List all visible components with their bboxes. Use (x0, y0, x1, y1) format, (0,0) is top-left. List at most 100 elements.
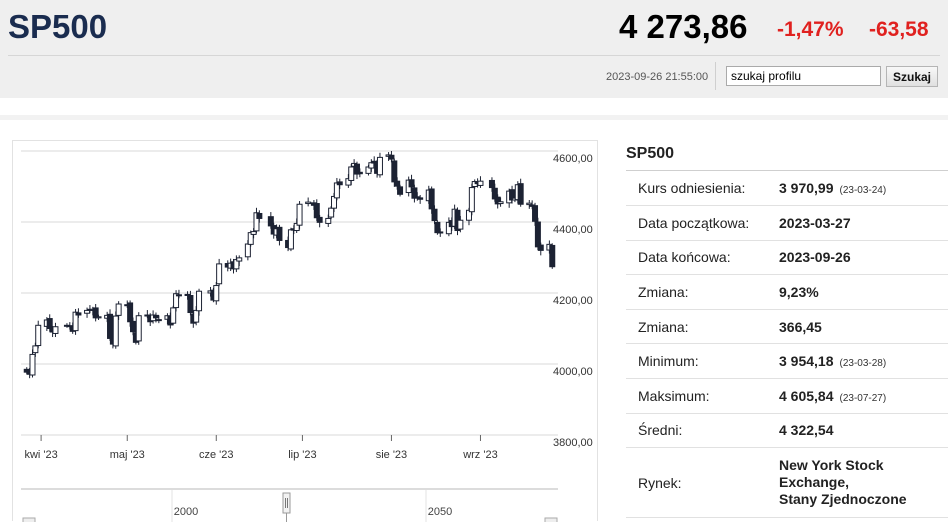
candle-body (52, 326, 59, 334)
stats-label: Rynek: (626, 447, 779, 519)
candle-body (549, 244, 556, 268)
quote-header: SP500 4 273,86 -1,47% -63,58 2023-09-26 … (0, 0, 948, 98)
candle-body (216, 263, 223, 285)
market-value: New York Stock Exchange, Stany Zjednoczone (779, 447, 948, 519)
candlestick-chart[interactable]: 3800,00 4000,00 4200,00 4400,00 4600,00 kwi '… (13, 141, 599, 522)
candle-body (336, 181, 343, 186)
candle-body (256, 212, 263, 219)
candle-body (236, 257, 243, 262)
navigator-tick-label: 2050 (428, 506, 452, 518)
stats-value-cell: 3 970,99 (23-03-24) (779, 171, 948, 207)
candle-body (394, 180, 401, 187)
stats-value: 4 605,84 (779, 387, 834, 404)
candle-body (391, 160, 398, 183)
stats-row: Średni: 4 322,54 (626, 413, 948, 449)
profile-search-input[interactable] (726, 66, 881, 86)
candle-body (534, 221, 541, 248)
search-button[interactable]: Szukaj (886, 66, 938, 87)
stats-value: 2023-03-27 (779, 214, 851, 231)
candle-body (376, 156, 383, 176)
candle-body (29, 353, 36, 376)
candle-body (328, 207, 335, 218)
navigator-tick-label: 2000 (174, 506, 198, 518)
stats-value-date: (23-03-28) (839, 358, 887, 370)
stats-label: Zmiana: (626, 309, 779, 345)
stats-label: Zmiana: (626, 274, 779, 310)
navigator-handle[interactable] (282, 492, 291, 514)
candle-body (170, 307, 177, 324)
candle-body (187, 294, 194, 314)
candle-body (95, 316, 102, 319)
quote-timestamp: 2023-09-26 21:55:00 (606, 71, 709, 83)
y-tick-label: 3800,00 (553, 437, 593, 449)
x-tick-label: sie '23 (376, 449, 407, 461)
candle-body (517, 183, 524, 205)
candle-body (287, 229, 294, 250)
price-chart-panel: 3800,00 4000,00 4200,00 4400,00 4600,00 kwi '… (12, 140, 599, 522)
stats-label: Minimum: (626, 343, 779, 380)
ticker-symbol: SP500 (8, 8, 108, 45)
stats-row: Data końcowa: 2023-09-26 (626, 240, 948, 276)
candle-body (532, 205, 539, 222)
candle-body (115, 303, 122, 316)
stats-row: Kurs odniesienia: 3 970,99 (23-03-24) (626, 171, 948, 207)
candle-body (196, 290, 203, 312)
candle-body (129, 320, 136, 333)
candle-body (388, 154, 395, 160)
stats-value: 9,23% (779, 284, 819, 301)
stats-value-cell: 9,23% (779, 274, 948, 310)
candle-body (431, 208, 438, 222)
candle-body (313, 203, 320, 219)
candle-body (497, 201, 504, 205)
x-tick-label: maj '23 (110, 449, 145, 461)
candle-body (135, 315, 142, 342)
candle-body (127, 302, 134, 323)
stats-row: Zmiana: 9,23% (626, 274, 948, 310)
stats-label: Maksimum: (626, 378, 779, 414)
scroll-left-button[interactable] (22, 517, 36, 522)
stats-row: Data początkowa: 2023-03-27 (626, 205, 948, 241)
candle-body (417, 197, 424, 200)
stats-value-cell: 2023-09-26 (779, 240, 948, 276)
header-divider (8, 55, 940, 56)
stats-label: Kurs odniesienia: (626, 171, 779, 207)
stats-value-cell: 366,45 (779, 309, 948, 345)
x-tick-label: wrz '23 (462, 449, 498, 461)
stats-value-cell: 4 322,54 (779, 413, 948, 449)
stats-value: 3 954,18 (779, 353, 834, 370)
x-tick-label: cze '23 (199, 449, 234, 461)
stats-row: Maksimum: 4 605,84 (23-07-27) (626, 378, 948, 414)
x-tick-label: kwi '23 (24, 449, 57, 461)
candle-body (537, 244, 544, 251)
change-percent: -1,47% (777, 18, 844, 41)
x-tick-label: lip '23 (288, 449, 316, 461)
stats-value-date: (23-07-27) (839, 392, 887, 404)
y-tick-label: 4600,00 (553, 153, 593, 165)
candle-body (66, 325, 73, 328)
candle-body (468, 187, 475, 213)
stats-value: 4 322,54 (779, 422, 834, 439)
toolbar-separator (715, 62, 716, 90)
stats-value: 366,45 (779, 318, 822, 335)
market-line: Exchange, (779, 474, 850, 491)
candle-body (437, 231, 444, 234)
candle-body (276, 226, 283, 241)
section-divider (0, 115, 948, 120)
candle-body (325, 217, 332, 224)
change-absolute: -63,58 (869, 18, 929, 41)
candle-body (32, 345, 39, 354)
stats-title: SP500 (626, 145, 675, 162)
candle-body (397, 186, 404, 195)
scroll-right-button[interactable] (544, 517, 558, 522)
stats-value: 2023-09-26 (779, 249, 851, 266)
stats-value: 3 970,99 (779, 180, 834, 197)
stats-table: Kurs odniesienia: 3 970,99 (23-03-24) Data … (626, 171, 948, 519)
candle-body (213, 285, 220, 302)
candle-body (267, 216, 274, 227)
candle-body (488, 179, 495, 189)
candle-body (244, 243, 251, 258)
candle-body (75, 312, 82, 316)
candle-body (152, 314, 159, 319)
candle-body (250, 231, 257, 235)
stats-row-market: Rynek: New York Stock Exchange, Stany Zjedn… (626, 447, 948, 519)
